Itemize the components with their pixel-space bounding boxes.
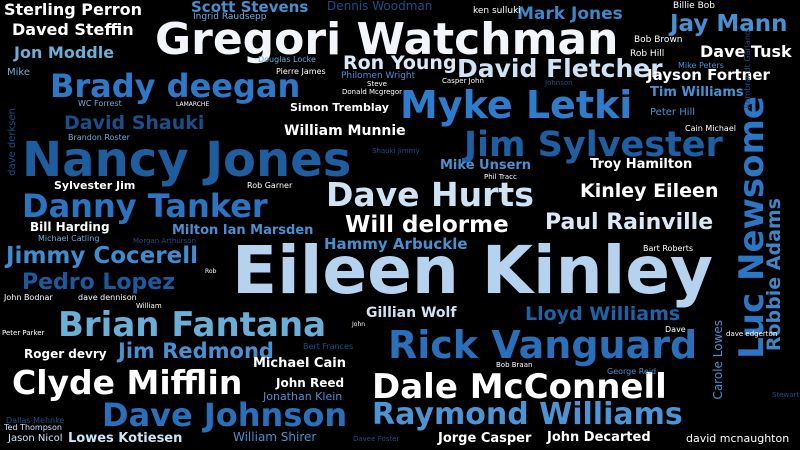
cloud-word-michael-catling: Michael Catling [38, 234, 100, 243]
cloud-word-jayson-fortner: Jayson Fortner [647, 66, 770, 84]
cloud-word-billie-bob: Billie Bob [673, 1, 715, 11]
cloud-word-sylvester-jim: Sylvester Jim [54, 179, 136, 192]
cloud-word-dave-johnson: Dave Johnson [102, 396, 348, 434]
cloud-word-will-delorme: Will delorme [345, 212, 509, 238]
cloud-word-brady-deegan: Brady deegan [50, 67, 301, 105]
cloud-word-rembrandt-garland: Rembrandt Garland [743, 30, 752, 109]
cloud-word-ken-sulluki: ken sulluki [473, 6, 521, 16]
cloud-word-lowes-kotiesen: Lowes Kotiesen [68, 431, 183, 446]
cloud-word-david-fletcher: David Fletcher [457, 54, 663, 83]
cloud-word-shauki-jimmy: Shauki Jimmy [372, 147, 420, 155]
cloud-word-jimmy-cocerell: Jimmy Cocerell [6, 243, 198, 269]
cloud-word-bob-braan: Bob Braan [496, 361, 533, 369]
cloud-word-robbie-adams: Robbie Adams [763, 198, 785, 352]
cloud-word-jason-nicol: Jason Nicol [8, 433, 63, 444]
cloud-word-steve: Steve [367, 80, 387, 88]
cloud-word-milton-ian-marsden: Milton Ian Marsden [172, 223, 314, 238]
cloud-word-dallas-mehnke: Dallas Mehnke [6, 416, 65, 425]
cloud-word-donald-mcgregor: Donald Mcgregor [342, 88, 402, 96]
cloud-word-peter-parker: Peter Parker [2, 329, 45, 337]
cloud-word-dave-derksen: dave derksen [7, 108, 18, 176]
cloud-word-gregori-watchman: Gregori Watchman [155, 14, 619, 65]
cloud-word-myke-letki: Myke Letki [400, 83, 633, 127]
cloud-word-john-decarted: John Decarted [547, 430, 651, 445]
cloud-word-bart-roberts: Bart Roberts [643, 244, 694, 253]
cloud-word-johnson: Johnson [545, 79, 573, 87]
cloud-word-ingrid-raudsepp: Ingrid Raudsepp [193, 12, 267, 22]
cloud-word-dennis-woodman: Dennis Woodman [327, 0, 433, 13]
cloud-word-dave-tusk: Dave Tusk [700, 42, 792, 61]
cloud-word-raymond-williams: Raymond Williams [372, 397, 683, 432]
cloud-word-hammy-arbuckle: Hammy Arbuckle [324, 235, 468, 253]
cloud-word-jon-moddle: Jon Moddle [14, 43, 115, 62]
cloud-word-david-shauki: David Shauki [64, 112, 205, 134]
cloud-word-mike-peters: Mike Peters [678, 61, 724, 70]
cloud-word-lamarche: LAMARCHE [176, 101, 210, 108]
cloud-word-jay-mann: Jay Mann [670, 11, 788, 37]
cloud-word-dave-hurts: Dave Hurts [326, 175, 534, 214]
cloud-word-nancy-jones: Nancy Jones [22, 132, 352, 188]
cloud-word-davee-foster: Davee Foster [353, 435, 400, 443]
cloud-word-george-reid: George Reid [607, 367, 657, 376]
cloud-word-jonathan-klein: Jonathan Klein [263, 390, 343, 403]
cloud-word-dave: Dave [665, 325, 686, 334]
cloud-word-john-reed: John Reed [276, 376, 345, 390]
cloud-word-brian-fantana: Brian Fantana [58, 305, 327, 345]
cloud-word-tim-williams: Tim Williams [650, 85, 744, 100]
cloud-word-mike-unsern: Mike Unsern [440, 158, 532, 173]
cloud-word-michael-cain: Michael Cain [253, 356, 346, 371]
cloud-word-david-mcnaughton: david mcnaughton [686, 432, 790, 445]
cloud-word-bill-harding: Bill Harding [30, 220, 110, 234]
cloud-word-morgan-arthurson: Morgan Arthurson [133, 237, 196, 245]
cloud-word-scott-stevens: Scott Stevens [191, 0, 309, 16]
cloud-word-bob-brown: Bob Brown [634, 35, 683, 45]
cloud-word-ron-young: Ron Young [343, 52, 457, 74]
cloud-word-eileen-kinley: Eileen Kinley [232, 232, 713, 309]
cloud-word-rick-vanguard: Rick Vanguard [388, 323, 698, 367]
cloud-word-john: John [352, 321, 366, 328]
cloud-word-rob: Rob [205, 268, 217, 275]
cloud-word-cain-michael: Cain Michael [685, 124, 736, 133]
cloud-word-rob-garner: Rob Garner [247, 181, 293, 190]
cloud-word-dale-mcconnell: Dale McConnell [372, 367, 667, 407]
cloud-word-jim-sylvester: Jim Sylvester [464, 125, 723, 165]
cloud-word-casper-john: Casper John [442, 77, 484, 85]
cloud-word-jorge-casper: Jorge Casper [438, 431, 532, 446]
cloud-word-pedro-lopez: Pedro Lopez [22, 270, 176, 295]
cloud-word-stewart: Stewart [772, 391, 800, 399]
cloud-word-daved-steffin: Daved Steffin [12, 20, 134, 39]
cloud-word-sterling-perron: Sterling Perron [4, 0, 143, 19]
cloud-word-dave-dennison: dave dennison [78, 293, 137, 302]
cloud-word-john-bodnar: John Bodnar [4, 293, 53, 302]
cloud-word-mark-jones: Mark Jones [517, 4, 623, 24]
cloud-word-philomen-wright: Philomen Wright [341, 71, 416, 81]
cloud-word-peter-hill: Peter Hill [650, 107, 696, 118]
cloud-word-paul-rainville: Paul Rainville [545, 210, 714, 235]
cloud-word-kinley-eileen: Kinley Eileen [580, 180, 719, 202]
cloud-word-mike: Mike [7, 67, 30, 78]
cloud-word-william-munnie: William Munnie [284, 123, 406, 139]
cloud-word-dave-edgerton: dave edgerton [726, 330, 778, 338]
cloud-word-simon-tremblay: Simon Tremblay [290, 101, 389, 114]
cloud-word-clyde-mifflin: Clyde Mifflin [12, 363, 243, 402]
cloud-word-carole-lowes: Carole Lowes [711, 320, 725, 400]
cloud-word-brandon-roster: Brandon Roster [68, 133, 130, 142]
cloud-word-rob-hill: Rob Hill [630, 49, 665, 59]
cloud-word-roger-devry: Roger devry [24, 347, 107, 361]
cloud-word-gillian-wolf: Gillian Wolf [366, 305, 457, 321]
cloud-word-william: William [136, 302, 162, 310]
cloud-word-pierre-james: Pierre James [276, 67, 326, 76]
cloud-word-bert-frances: Bert Frances [303, 342, 354, 351]
cloud-word-phil-tracc: Phil Tracc [484, 173, 517, 181]
cloud-word-troy-hamilton: Troy Hamilton [590, 157, 693, 172]
cloud-word-ted-thompson: Ted Thompson [4, 423, 62, 432]
cloud-word-william-shirer: William Shirer [233, 430, 317, 444]
cloud-word-wc-forrest: WC Forrest [78, 99, 122, 108]
cloud-word-jim-redmond: Jim Redmond [118, 339, 274, 363]
cloud-word-lloyd-williams: Lloyd Williams [525, 303, 681, 325]
cloud-word-douglas-locke: Douglas Locke [258, 55, 316, 64]
cloud-word-danny-tanker: Danny Tanker [22, 187, 268, 225]
